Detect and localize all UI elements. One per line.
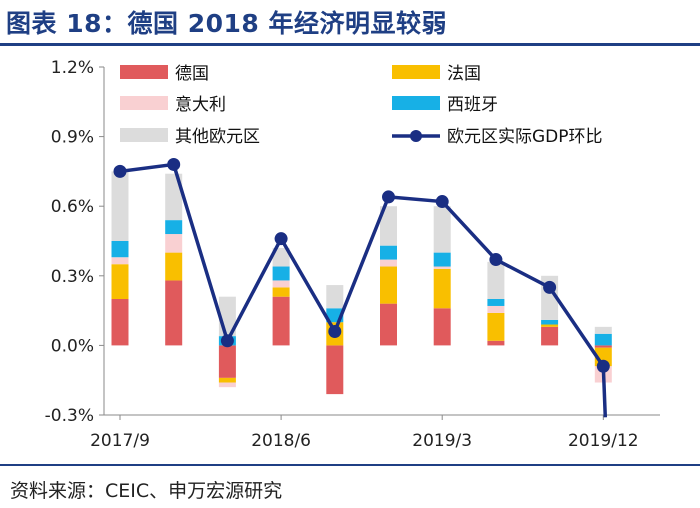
bar-other <box>487 261 505 299</box>
chart-line <box>113 157 610 418</box>
bar-other <box>272 247 290 267</box>
source-rule <box>0 464 700 466</box>
bar-france <box>380 266 397 304</box>
bar-germany <box>165 280 183 346</box>
legend-label-france: 法国 <box>447 64 481 84</box>
legend-swatch-germany <box>120 65 168 79</box>
bar-other <box>326 285 344 309</box>
bar-spain <box>433 252 451 267</box>
bar-italy <box>111 257 129 265</box>
bar-italy <box>487 305 505 313</box>
bar-other <box>380 206 397 246</box>
bar-germany <box>111 299 129 346</box>
figure-title: 图表 18：德国 2018 年经济明显较弱 <box>6 9 447 38</box>
bar-spain <box>111 241 129 258</box>
bar-france <box>218 377 236 383</box>
bar-france <box>433 268 451 309</box>
gdp-point <box>220 334 234 348</box>
gdp-point <box>596 359 610 373</box>
bar-germany <box>380 303 397 346</box>
chart-axes: -0.3% 0.0% 0.3% 0.6% 0.9% 1.2% 2017/9 2018/6 201… <box>45 58 660 451</box>
bar-germany <box>541 326 559 346</box>
bar-germany <box>218 345 236 378</box>
bar-other <box>111 171 129 241</box>
y-tick-label: 0.6% <box>51 197 94 217</box>
legend-label-spain: 西班牙 <box>447 95 498 115</box>
gdp-point <box>435 195 449 209</box>
gdp-point <box>113 164 127 178</box>
gdp-point <box>489 253 503 267</box>
bar-germany <box>272 296 290 346</box>
y-tick-label: 1.2% <box>51 58 94 78</box>
bar-france <box>111 264 129 299</box>
bar-france <box>165 252 183 281</box>
bar-france <box>541 324 559 327</box>
gdp-point <box>382 190 395 204</box>
bar-italy <box>272 280 290 288</box>
bar-germany <box>487 340 505 346</box>
bar-spain <box>380 245 397 260</box>
bar-france <box>487 312 505 341</box>
legend-label-line: 欧元区实际GDP环比 <box>447 127 603 147</box>
x-tick-label: 2019/3 <box>412 431 472 451</box>
bar-france <box>272 287 290 297</box>
chart-bars <box>111 171 612 395</box>
legend-marker-line <box>410 130 422 142</box>
bar-germany <box>594 345 612 348</box>
bar-italy <box>433 266 451 269</box>
bar-germany <box>326 345 344 395</box>
bar-italy <box>218 382 236 388</box>
title-rule <box>0 43 700 46</box>
bar-italy <box>380 259 397 267</box>
gdp-point <box>543 280 557 294</box>
bar-italy <box>165 234 183 253</box>
bar-spain <box>165 220 183 235</box>
y-tick-label: 0.9% <box>51 128 94 148</box>
bar-other <box>433 206 451 253</box>
gdp-point <box>328 324 342 338</box>
legend-swatch-spain <box>392 96 440 110</box>
bar-spain <box>594 333 612 346</box>
y-tick-label: 0.0% <box>51 336 94 356</box>
bar-spain <box>487 299 505 306</box>
x-tick-label: 2019/12 <box>568 431 639 451</box>
legend-swatch-france <box>392 65 440 79</box>
gdp-point <box>274 232 288 246</box>
legend-label-italy: 意大利 <box>175 95 226 115</box>
x-tick-label: 2018/6 <box>251 431 311 451</box>
bar-other <box>594 326 612 334</box>
legend-label-germany: 德国 <box>175 64 209 84</box>
legend-label-other: 其他欧元区 <box>175 127 260 147</box>
bar-spain <box>272 266 290 281</box>
gdp-point <box>167 157 181 171</box>
y-tick-label: 0.3% <box>51 267 94 287</box>
source-note: 资料来源：CEIC、申万宏源研究 <box>10 480 283 502</box>
legend-swatch-other <box>120 128 168 142</box>
bar-spain <box>541 319 559 325</box>
x-tick-label: 2017/9 <box>90 431 150 451</box>
gdp-line <box>119 162 608 418</box>
y-tick-label: -0.3% <box>45 406 94 426</box>
legend-swatch-italy <box>120 96 168 110</box>
bar-germany <box>433 308 451 346</box>
bar-other <box>165 173 183 221</box>
